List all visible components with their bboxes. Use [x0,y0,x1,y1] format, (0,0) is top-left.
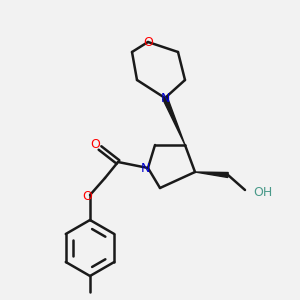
Text: N: N [160,92,170,104]
Polygon shape [163,97,185,145]
Text: O: O [90,139,100,152]
Text: O: O [143,35,153,49]
Text: OH: OH [253,185,272,199]
Polygon shape [195,172,228,178]
Text: O: O [82,190,92,203]
Text: N: N [140,161,150,175]
